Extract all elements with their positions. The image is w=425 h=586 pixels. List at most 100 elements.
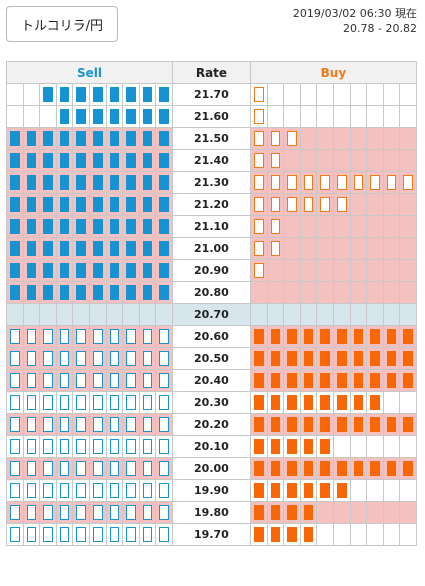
buy-cell [266,215,285,238]
buy-position-block [287,197,297,212]
buy-cell [382,347,401,370]
sell-cell [155,369,173,392]
sell-cell [39,171,57,194]
buy-cell [299,193,318,216]
sell-position-block [26,329,37,344]
rate-row: 20.80 [6,281,417,304]
rate-value: 21.30 [171,171,251,194]
buy-cell [249,501,268,524]
sell-order-block [159,285,169,300]
buy-cell [316,523,334,546]
sell-position-block [10,483,20,498]
sell-position-block [26,351,37,366]
sell-order-block [43,153,53,168]
buy-cell [349,413,368,436]
sell-position-block [142,395,153,410]
sell-cell [22,83,41,106]
rate-value: 20.50 [171,347,251,370]
buy-cell [332,479,351,502]
buy-order-block [336,351,347,366]
buy-cell [299,501,318,524]
buy-cell [349,193,368,216]
buy-cell [349,523,368,546]
sell-position-block [159,417,169,432]
sell-cell [155,281,173,304]
sell-cell [22,193,41,216]
sell-cell [155,523,173,546]
buy-cell [366,237,384,260]
sell-cell [39,281,57,304]
sell-cell [155,83,173,106]
sell-position-block [43,439,53,454]
sell-order-block [10,285,20,300]
sell-cell [39,127,57,150]
buy-cell [382,479,401,502]
sell-cell [88,303,107,326]
buy-order-block [270,351,281,366]
buy-cell [299,325,318,348]
sell-order-block [159,153,169,168]
sell-cell [72,457,90,480]
buy-order-block [320,395,330,410]
buy-order-block [320,351,330,366]
sell-order-block [142,219,153,234]
sell-cell [6,479,24,502]
sell-cell [88,479,107,502]
sell-cell [122,171,140,194]
sell-cell [155,303,173,326]
sell-position-block [76,483,86,498]
buy-cell [382,391,401,414]
buy-cell [349,171,368,194]
buy-cell [399,391,417,414]
sell-order-block [43,175,53,190]
buy-cell [366,391,384,414]
sell-position-block [59,505,70,520]
sell-cell [22,281,41,304]
sell-cell [138,237,157,260]
buy-order-block [303,417,314,432]
sell-cell [39,237,57,260]
buy-cell [366,171,384,194]
sell-cell [6,457,24,480]
sell-cell [72,237,90,260]
sell-order-block [159,175,169,190]
sell-position-block [26,439,37,454]
currency-pair-button[interactable]: トルコリラ/円 [6,6,118,42]
sell-cell [122,259,140,282]
buy-order-block [287,373,297,388]
sell-cell [6,215,24,238]
sell-order-block [26,153,37,168]
buy-cell [382,149,401,172]
buy-cell [349,391,368,414]
sell-cell [122,479,140,502]
rate-row: 21.70 [6,83,417,106]
sell-order-block [159,109,169,124]
buy-order-block [303,505,314,520]
sell-position-block [76,417,86,432]
sell-order-block [142,87,153,102]
buy-cell [283,325,301,348]
buy-cell [349,149,368,172]
buy-cell [249,391,268,414]
rate-info: 2019/03/02 06:30 現在 20.78 - 20.82 [293,6,417,36]
buy-position-block [353,175,364,190]
sell-position-block [43,373,53,388]
sell-cell [72,171,90,194]
sell-position-block [126,329,136,344]
sell-cell [105,369,124,392]
rate-value: 21.60 [171,105,251,128]
buy-cell [399,435,417,458]
buy-cell [283,523,301,546]
sell-cell [39,83,57,106]
buy-cell [299,523,318,546]
buy-cell [399,369,417,392]
sell-position-block [159,461,169,476]
buy-order-block [287,439,297,454]
sell-order-block [142,131,153,146]
sell-position-block [126,527,136,542]
sell-cell [155,325,173,348]
sell-order-block [76,285,86,300]
buy-cell [266,479,285,502]
buy-cell [332,127,351,150]
sell-cell [138,501,157,524]
